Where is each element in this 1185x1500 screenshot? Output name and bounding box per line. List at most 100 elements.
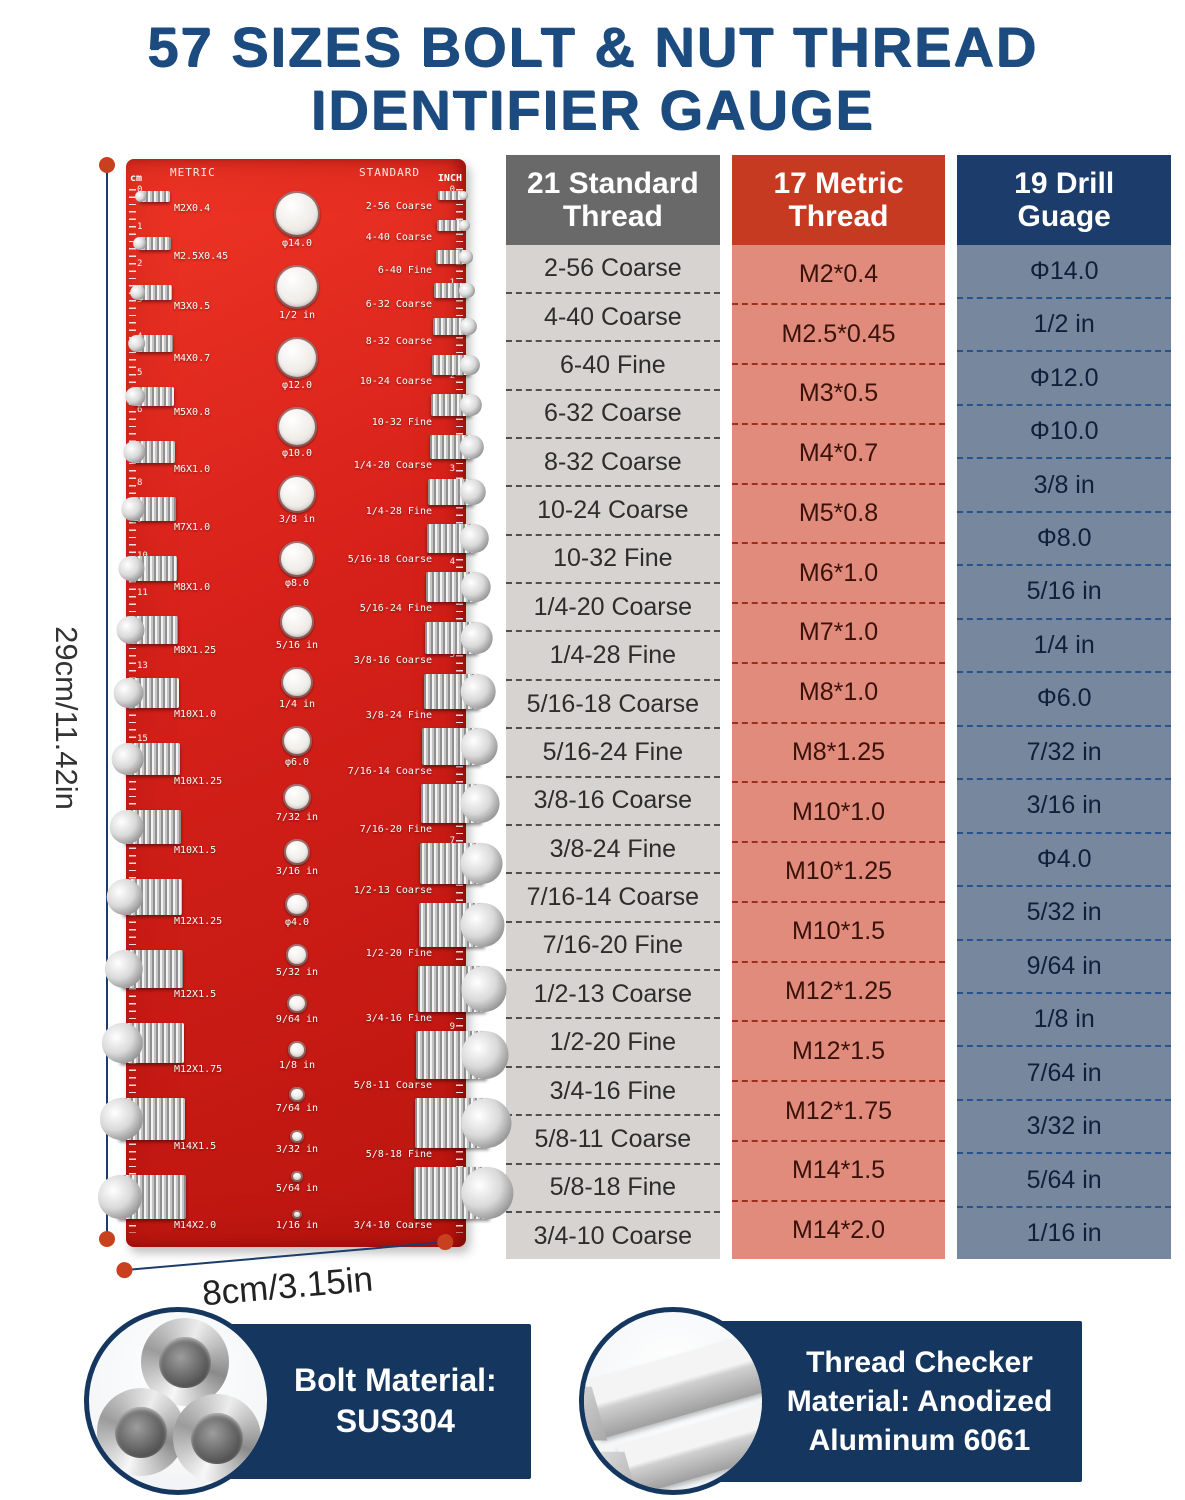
drill-hole: 3/16 in (276, 839, 318, 877)
table-row: 7/32 in (957, 727, 1172, 781)
table-row: M10*1.0 (731, 783, 946, 844)
cm-ruler-number: 0 (137, 185, 143, 196)
metric-stud-label: M8X1.25 (174, 644, 217, 656)
metric-stud: M12X1.5 (121, 949, 244, 1000)
drill-hole: 5/64 in (276, 1171, 318, 1194)
table-row: Φ4.0 (957, 834, 1172, 888)
metric-stud-label: M3X0.5 (174, 301, 211, 313)
metric-stud: M6X1.0 (133, 441, 244, 475)
standard-stud-label: 1/4-28 Fine (365, 505, 432, 517)
steel-tube (173, 1394, 261, 1483)
standard-stud-bolt (435, 250, 467, 264)
standard-stud: 1/4-28 Fine (365, 478, 475, 517)
table-row: 1/16 in (1026, 1219, 1102, 1248)
table-row: M2.5*0.45 (731, 305, 946, 365)
spec-tables: 21 Standard Thread 2-56 Coarse 4-40 Coars… (506, 155, 1172, 1260)
drill-hole-circle (284, 839, 310, 865)
drill-hole: 3/8 in (278, 475, 316, 525)
table-row: Φ6.0 (957, 673, 1172, 727)
standard-stud-column: 2-56 Coarse 4-40 Coarse 6-40 Fine 6-32 C… (334, 191, 490, 1231)
drill-hole-label: 1/2 in (278, 310, 316, 322)
steel-tube (97, 1388, 185, 1477)
drill-hole: 7/32 in (275, 783, 319, 824)
metric-thread-table: 17 Metric Thread M2*0.4 M2.5*0.45 M3*0.5 M4… (731, 155, 946, 1260)
standard-stud: 3/8-16 Coarse (354, 621, 479, 666)
standard-thread-body: 2-56 Coarse 4-40 Coarse 6-40 Fine 6-32 Coar… (506, 245, 720, 1260)
standard-stud-bolt (418, 903, 485, 947)
drill-hole-circle (287, 993, 307, 1014)
standard-stud-label: 7/16-20 Fine (359, 824, 432, 836)
bolt-material-card: Bolt Material: SUS304 (84, 1307, 531, 1496)
standard-stud: 3/4-10 Coarse (354, 1167, 490, 1231)
standard-stud: 3/8-24 Fine (365, 673, 480, 721)
standard-stud-label: 5/8-18 Fine (365, 1148, 432, 1160)
standard-stud: 6-32 Coarse (365, 283, 468, 311)
standard-stud-bolt (414, 1167, 490, 1220)
drill-hole: 9/64 in (276, 993, 318, 1025)
table-row: Φ12.0 (957, 352, 1172, 406)
metric-stud-bolt (138, 237, 171, 251)
metric-stud-bolt (123, 878, 182, 915)
drill-hole-column: φ14.0 1/2 in φ12.0 φ10.0 3/8 in (250, 191, 344, 1231)
standard-stud-bolt (433, 317, 470, 336)
metric-stud: M10X1.0 (127, 678, 244, 720)
standard-stud-label: 10-24 Coarse (359, 375, 432, 387)
table-row: M14*1.5 (731, 1142, 946, 1202)
steel-tube (141, 1318, 229, 1407)
metric-stud-bolt (121, 949, 183, 988)
cm-ruler-unit: cm (130, 173, 143, 185)
table-row: 5/32 in (957, 887, 1172, 941)
metric-stud-label: M14X2.0 (174, 1220, 217, 1232)
standard-stud-label: 1/2-13 Coarse (353, 884, 432, 896)
table-row: M10*1.5 (731, 903, 946, 963)
standard-stud: 6-40 Fine (378, 250, 467, 276)
material-cards: Bolt Material: SUS304 Thread Checker Mat… (0, 1307, 1185, 1496)
table-row: 10-24 Coarse (506, 487, 720, 536)
drill-hole: φ10.0 (277, 407, 317, 459)
standard-stud: 3/4-16 Fine (366, 966, 487, 1024)
drill-hole-circle (281, 666, 313, 699)
inch-ruler-number: 2 (449, 371, 455, 382)
metric-stud-label: M12X1.75 (174, 1063, 223, 1075)
metric-stud-label: M12X1.5 (174, 988, 217, 1000)
inch-ruler-number: 3 (449, 464, 455, 475)
standard-stud-bolt (422, 727, 481, 765)
drill-hole-label: 3/32 in (275, 1144, 319, 1156)
cm-ruler-number: 13 (137, 661, 148, 672)
table-row: 1/8 in (957, 994, 1172, 1048)
metric-stud-bolt (127, 678, 179, 709)
standard-stud: 4-40 Coarse (365, 219, 466, 243)
drill-hole-label: 1/16 in (275, 1220, 319, 1232)
inch-ruler-number: 5 (449, 650, 455, 661)
checker-material-card: Thread Checker Material: Anodized Alumin… (578, 1307, 1083, 1496)
standard-stud-label: 4-40 Coarse (365, 231, 432, 243)
table-row: 3/32 in (957, 1101, 1172, 1155)
cm-ruler-number: 5 (137, 368, 143, 379)
drill-hole: 5/16 in (276, 604, 318, 651)
metric-stud-bolt (117, 1174, 186, 1220)
drill-hole-label: 1/4 in (278, 699, 316, 711)
drill-hole-circle (285, 892, 309, 917)
table-row: 7/64 in (957, 1047, 1172, 1101)
metric-stud-bolt (133, 441, 175, 463)
standard-stud-bolt (427, 524, 476, 553)
drill-hole-circle (283, 783, 311, 812)
standard-stud-bolt (438, 191, 464, 201)
table-row: M7*1.0 (731, 604, 946, 664)
standard-stud-label: 8-32 Coarse (365, 336, 432, 348)
inch-ruler-number: 9 (449, 1022, 455, 1033)
cm-ruler-number: 3 (137, 295, 143, 306)
table-row: 8-32 Coarse (506, 439, 720, 488)
table-row: 3/16 in (957, 780, 1172, 834)
standard-stud-label: 5/16-18 Coarse (347, 553, 432, 565)
drill-hole-circle (278, 475, 316, 514)
cm-ruler-number: 8 (137, 478, 143, 489)
drill-hole-label: 7/32 in (275, 812, 319, 824)
table-row: 3/8-24 Fine (506, 826, 720, 875)
standard-stud-label: 6-32 Coarse (365, 299, 432, 311)
standard-stud-label: 3/8-24 Fine (365, 709, 432, 721)
metric-stud-bolt (120, 1022, 184, 1063)
drill-hole: φ14.0 (274, 191, 320, 249)
standard-stud-bolt (430, 393, 472, 416)
table-row: 5/16-18 Coarse (506, 681, 720, 730)
